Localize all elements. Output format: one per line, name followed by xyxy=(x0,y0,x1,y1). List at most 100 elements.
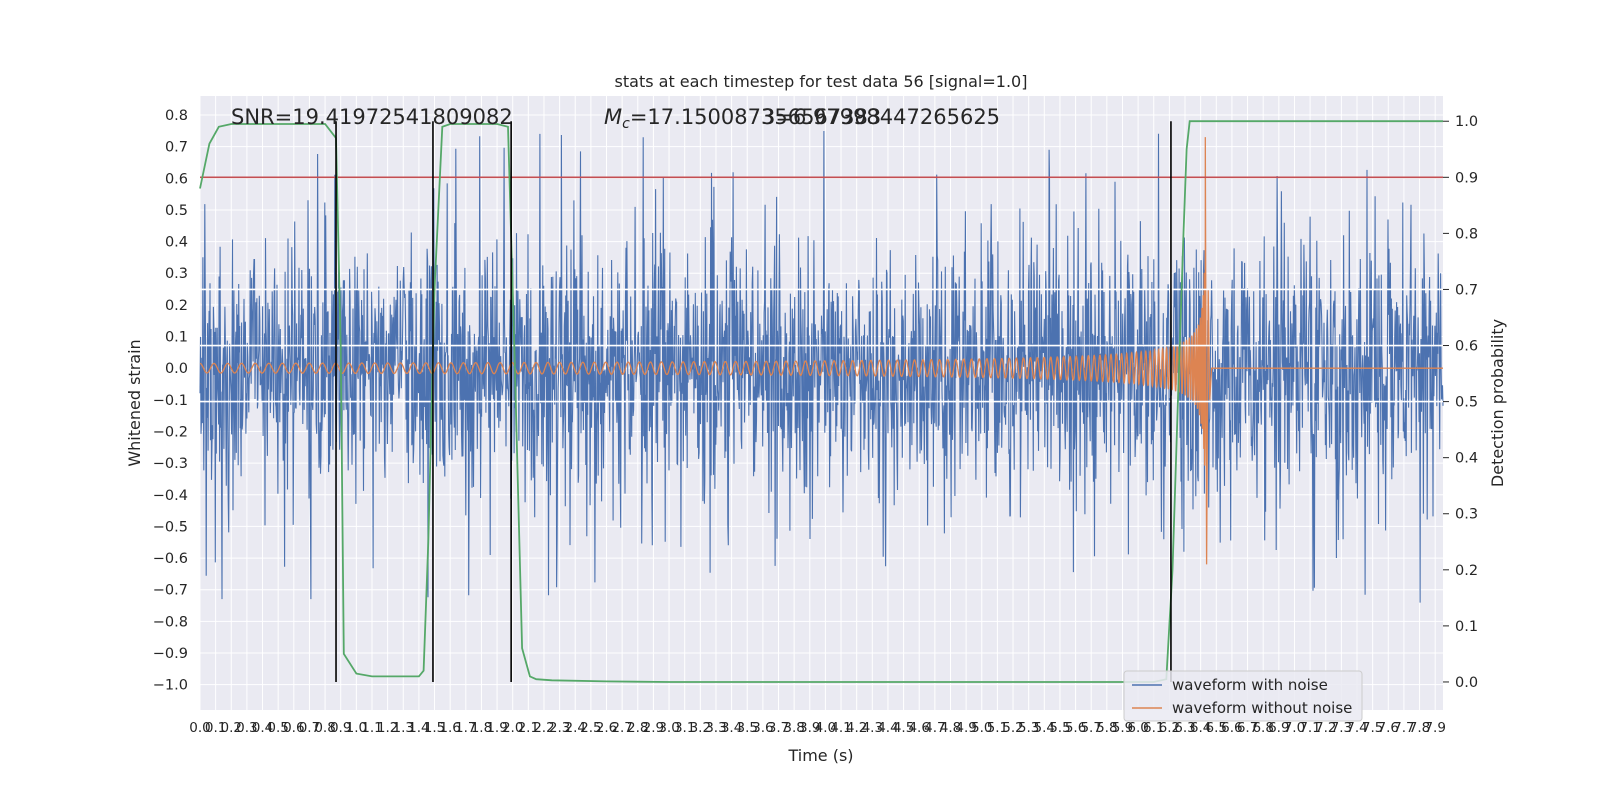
mc-annotation-value: =17.150087356567383 xyxy=(630,105,881,129)
snr-annotation: SNR=19.41972541809082 xyxy=(231,105,513,129)
x-tick-label: 4.2 xyxy=(846,720,867,736)
x-tick-label: 6.4 xyxy=(1190,720,1211,736)
series-noisy-waveform xyxy=(199,130,1444,603)
x-tick-label: 7.0 xyxy=(1284,720,1305,736)
x-tick-label: 3.1 xyxy=(674,720,695,736)
x-tick-label: 0.4 xyxy=(252,720,273,736)
y-axis-label-left: Whitened strain xyxy=(125,339,144,466)
x-tick-label: 4.9 xyxy=(955,720,976,736)
x-tick-label: 7.3 xyxy=(1331,720,1352,736)
x-tick-label: 6.6 xyxy=(1221,720,1242,736)
chart-title: stats at each timestep for test data 56 … xyxy=(615,72,1028,91)
x-tick-label: 5.8 xyxy=(1096,720,1117,736)
x-tick-label: 4.6 xyxy=(908,720,929,736)
y-tick-label-left: −0.8 xyxy=(153,614,188,630)
y-axis-label-right: Detection probability xyxy=(1488,319,1507,487)
x-tick-label: 7.6 xyxy=(1378,720,1399,736)
x-tick-label: 7.2 xyxy=(1315,720,1336,736)
x-tick-label: 5.1 xyxy=(987,720,1008,736)
legend: waveform with noise waveform without noi… xyxy=(1123,670,1363,722)
x-tick-label: 6.2 xyxy=(1159,720,1180,736)
x-tick-label: 0.7 xyxy=(299,720,320,736)
mc-annotation-symbol: M xyxy=(604,105,622,129)
x-tick-label: 4.5 xyxy=(893,720,914,736)
y-tick-label-left: 0.4 xyxy=(165,235,188,251)
x-tick-label: 2.1 xyxy=(518,720,539,736)
y-tick-label-left: 0.2 xyxy=(165,298,188,314)
x-tick-label: 6.1 xyxy=(1143,720,1164,736)
x-tick-label: 1.6 xyxy=(439,720,460,736)
x-tick-label: 5.4 xyxy=(1034,720,1055,736)
y-tick-label-left: −0.9 xyxy=(153,646,188,662)
legend-label-noisy: waveform with noise xyxy=(1172,676,1328,694)
x-tick-label: 7.7 xyxy=(1393,720,1414,736)
x-tick-label: 5.0 xyxy=(971,720,992,736)
y-tick-label-left: −0.4 xyxy=(153,488,188,504)
x-tick-label: 5.9 xyxy=(1112,720,1133,736)
x-tick-label: 4.8 xyxy=(940,720,961,736)
y-tick-label-right: 0.1 xyxy=(1455,619,1478,635)
series-clean-waveform xyxy=(199,137,1443,565)
y-tick-label-right: 0.8 xyxy=(1455,226,1478,242)
x-tick-label: 2.3 xyxy=(549,720,570,736)
y-tick-label-left: −0.3 xyxy=(153,456,188,472)
series-detection-probability xyxy=(199,120,1443,683)
y-tick-label-left: −0.6 xyxy=(153,551,188,567)
x-tick-label: 6.5 xyxy=(1206,720,1227,736)
x-tick-label: 3.3 xyxy=(705,720,726,736)
x-tick-label: 1.3 xyxy=(393,720,414,736)
x-tick-label: 1.7 xyxy=(455,720,476,736)
y-tick-label-right: 0.9 xyxy=(1455,170,1478,186)
overlap-annotation: 3=6.97998447265625 xyxy=(762,105,1000,129)
x-tick-label: 7.4 xyxy=(1346,720,1367,736)
x-tick-label: 7.9 xyxy=(1424,720,1445,736)
x-tick-label: 2.2 xyxy=(533,720,554,736)
y-tick-label-left: 0.0 xyxy=(165,361,188,377)
x-tick-label: 3.7 xyxy=(768,720,789,736)
y-tick-label-left: 0.6 xyxy=(165,171,188,187)
x-tick-label: 3.9 xyxy=(799,720,820,736)
y-tick-label-right: 0.0 xyxy=(1455,675,1478,691)
x-tick-label: 2.5 xyxy=(580,720,601,736)
x-tick-label: 0.3 xyxy=(236,720,257,736)
x-tick-label: 1.5 xyxy=(424,720,445,736)
x-tick-label: 5.2 xyxy=(1002,720,1023,736)
x-tick-label: 2.9 xyxy=(643,720,664,736)
x-tick-label: 1.9 xyxy=(486,720,507,736)
x-tick-label: 0.0 xyxy=(189,720,210,736)
x-tick-label: 5.6 xyxy=(1065,720,1086,736)
mc-annotation: Mc=17.150087356567383 xyxy=(604,105,881,132)
x-tick-label: 0.5 xyxy=(267,720,288,736)
x-tick-label: 4.4 xyxy=(877,720,898,736)
x-tick-label: 3.4 xyxy=(721,720,742,736)
x-tick-label: 1.2 xyxy=(377,720,398,736)
x-tick-label: 1.0 xyxy=(346,720,367,736)
x-tick-label: 3.2 xyxy=(690,720,711,736)
y-tick-label-right: 0.7 xyxy=(1455,282,1478,298)
x-tick-label: 4.3 xyxy=(862,720,883,736)
x-tick-label: 1.4 xyxy=(408,720,429,736)
y-tick-label-left: 0.3 xyxy=(165,266,188,282)
x-tick-label: 6.3 xyxy=(1174,720,1195,736)
x-tick-label: 6.9 xyxy=(1268,720,1289,736)
x-tick-label: 6.0 xyxy=(1127,720,1148,736)
legend-label-clean: waveform without noise xyxy=(1172,699,1352,717)
x-tick-label: 4.7 xyxy=(924,720,945,736)
x-tick-label: 2.8 xyxy=(627,720,648,736)
x-tick-label: 7.5 xyxy=(1362,720,1383,736)
x-tick-label: 0.9 xyxy=(330,720,351,736)
x-tick-label: 2.4 xyxy=(565,720,586,736)
y-tick-label-right: 0.2 xyxy=(1455,563,1478,579)
x-tick-label: 6.8 xyxy=(1252,720,1273,736)
x-tick-label: 7.8 xyxy=(1409,720,1430,736)
mc-annotation-subscript: c xyxy=(622,116,630,132)
y-tick-label-left: 0.7 xyxy=(165,140,188,156)
x-tick-label: 1.1 xyxy=(361,720,382,736)
legend-box xyxy=(1123,670,1363,722)
x-tick-label: 2.6 xyxy=(596,720,617,736)
y-tick-label-right: 0.3 xyxy=(1455,507,1478,523)
x-tick-label: 0.2 xyxy=(221,720,242,736)
y-tick-label-left: −0.1 xyxy=(153,393,188,409)
y-tick-label-left: −0.2 xyxy=(153,424,188,440)
